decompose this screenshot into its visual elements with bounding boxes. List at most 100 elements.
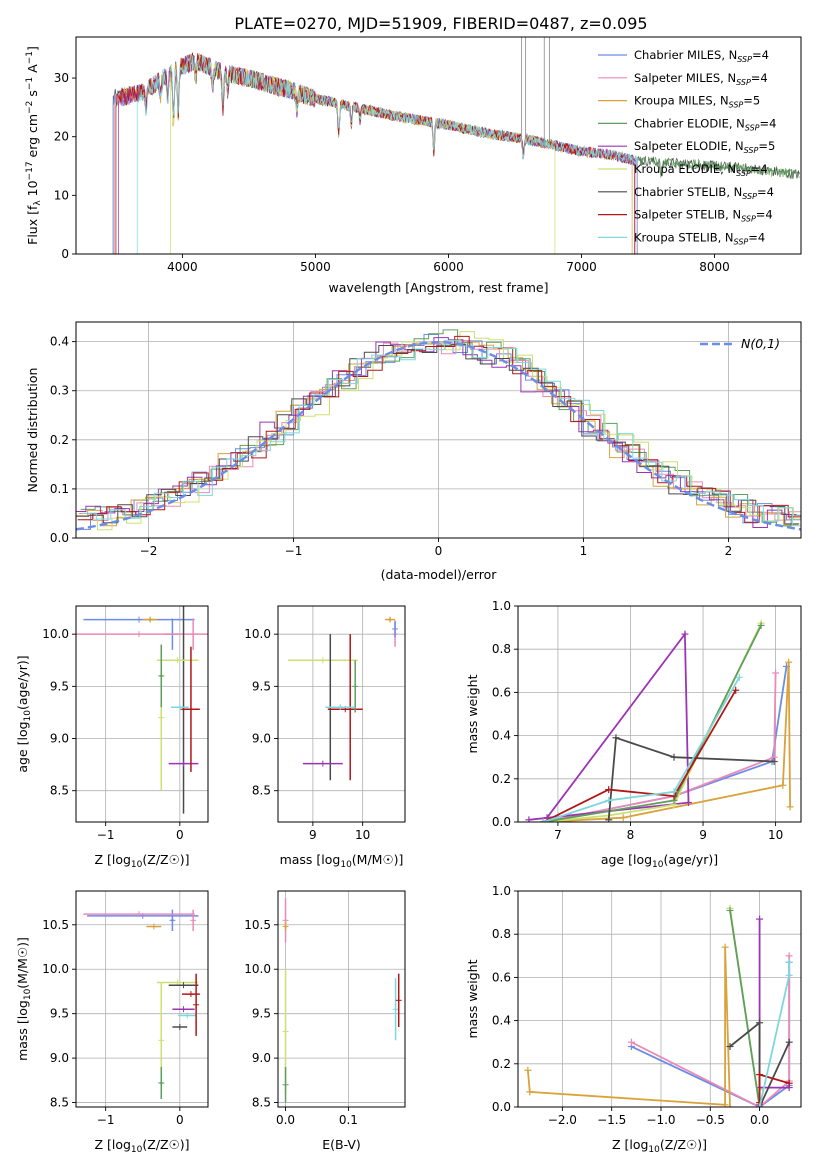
plot-area <box>112 37 801 254</box>
errorbar-point <box>193 973 200 1036</box>
x-tick-label: −1.5 <box>597 1113 626 1127</box>
errorbar-point <box>325 704 356 711</box>
y-tick-label: 0 <box>61 247 69 261</box>
x-tick-label: −0.5 <box>696 1113 725 1127</box>
y-tick-label: 8.5 <box>252 1096 271 1110</box>
errorbar-point <box>168 760 199 767</box>
axes-border <box>75 605 209 823</box>
y-tick-label: 0.0 <box>50 531 69 545</box>
y-axis-label: mass weight <box>465 674 480 753</box>
errorbar-point <box>76 631 208 638</box>
y-axis-label: Flux [fλ​ 10−17​ erg cm−2​ s−1​ A−1​] <box>25 46 43 245</box>
x-tick-label: 6000 <box>433 260 464 274</box>
series-line <box>542 689 737 822</box>
axes-frame: 7 8 9 10 0.0 0.2 0.4 0.6 0.8 1.0 <box>492 599 802 842</box>
errorbar-point <box>392 620 399 638</box>
legend: Chabrier MILES, NSSP=4 Salpeter MILES, NS… <box>598 48 776 246</box>
x-tick-label: −2 <box>140 544 158 558</box>
errorbar-point <box>282 1067 289 1103</box>
y-tick-label: 1.0 <box>492 884 511 898</box>
plot-area <box>518 891 801 1107</box>
x-tick-label: 10 <box>768 828 783 842</box>
x-tick-label: −1 <box>97 828 115 842</box>
y-axis-label: Normed distribution <box>25 368 40 493</box>
axes-frame: −1 0 8.5 9.0 9.5 10.0 <box>42 605 209 842</box>
errorbar-point <box>395 973 402 1027</box>
y-tick-label: 0.2 <box>492 772 511 786</box>
y-tick-label: 9.0 <box>252 732 271 746</box>
legend-entry: Salpeter MILES, NSSP=4 <box>634 71 768 87</box>
errorbar-point <box>182 646 200 772</box>
y-tick-label: 9.5 <box>252 1007 271 1021</box>
x-tick-label: 9 <box>309 828 317 842</box>
x-tick-label: 8000 <box>699 260 730 274</box>
legend-entry: N(0,1) <box>741 336 780 351</box>
errorbar-point <box>392 978 399 1041</box>
x-tick-label: −1 <box>97 1113 115 1127</box>
axes-frame: −1 0 8.5 9.0 9.5 10.0 10.5 <box>42 890 209 1127</box>
y-tick-label: 8.5 <box>252 784 271 798</box>
errorbar-point <box>178 1012 197 1019</box>
y-tick-label: 8.5 <box>50 784 69 798</box>
errorbar-point <box>158 644 165 708</box>
x-axis-label: Z [log10​(Z/Z☉)] <box>612 1137 707 1155</box>
y-tick-label: 0.2 <box>492 1057 511 1071</box>
legend: N(0,1) <box>700 336 780 351</box>
errorbar-point <box>170 704 189 711</box>
axes-frame: 0.0 0.1 8.5 9.0 9.5 10.0 10.5 <box>244 890 406 1127</box>
y-tick-label: 0.6 <box>492 970 511 984</box>
y-tick-label: 10.0 <box>42 962 69 976</box>
plot-area <box>518 606 801 822</box>
y-tick-label: 0.0 <box>492 815 511 829</box>
y-tick-label: 0.1 <box>50 482 69 496</box>
y-tick-label: 0.2 <box>50 433 69 447</box>
errorbar-point <box>146 923 162 930</box>
x-tick-label: −2.0 <box>548 1113 577 1127</box>
gaussian-reference-curve <box>76 340 801 531</box>
y-tick-label: 0.4 <box>492 729 511 743</box>
x-tick-label: 0.1 <box>339 1113 358 1127</box>
legend-entry: Chabrier STELIB, NSSP=4 <box>634 185 774 201</box>
errorbar-point <box>158 1067 165 1099</box>
spectrum-series-line <box>170 53 556 254</box>
y-tick-label: 10.5 <box>42 918 69 932</box>
y-tick-label: 30 <box>54 71 69 85</box>
legend-entry: Chabrier ELODIE, NSSP=4 <box>634 116 776 132</box>
series-line <box>729 910 761 1107</box>
y-tick-label: 9.5 <box>50 679 69 693</box>
y-axis-label: age [log10​(age/yr)] <box>15 655 33 772</box>
x-tick-label: 2 <box>725 544 733 558</box>
x-axis-label: wavelength [Angstrom, rest frame] <box>328 280 548 295</box>
histogram-series-step <box>81 339 801 527</box>
axes-frame: 4000 5000 6000 7000 8000 0 10 20 30 <box>54 36 802 274</box>
errorbar-point <box>302 760 343 767</box>
axes-frame: −2.0 −1.5 −1.0 −0.5 0.0 0.0 0.2 0.4 0.6 0.8 1.0 <box>492 884 802 1127</box>
errorbar-point <box>168 982 199 989</box>
legend-entry: Chabrier MILES, NSSP=4 <box>634 48 769 64</box>
x-axis-label: mass [log10​(M/M☉)] <box>280 852 404 870</box>
errorbar-point <box>172 1006 195 1013</box>
mass-weight-series <box>605 734 778 822</box>
x-tick-label: 9 <box>699 828 707 842</box>
series-line <box>729 1020 791 1107</box>
plot-area <box>76 322 801 538</box>
y-tick-label: 10.0 <box>42 627 69 641</box>
y-tick-label: 9.0 <box>50 732 69 746</box>
x-tick-label: 1 <box>580 544 588 558</box>
axes-border <box>277 605 406 823</box>
legend-entry: Kroupa ELODIE, NSSP=4 <box>634 162 768 178</box>
axes-border <box>75 890 209 1108</box>
axes-frame: 9 10 8.5 9.0 9.5 10.0 <box>244 605 406 842</box>
x-tick-label: 0 <box>176 828 184 842</box>
y-tick-label: 10 <box>54 188 69 202</box>
y-tick-label: 0.6 <box>492 685 511 699</box>
legend-entry: Kroupa MILES, NSSP=5 <box>634 94 760 110</box>
errorbar-point <box>385 616 396 623</box>
x-axis-label: E(B-V) <box>322 1137 361 1152</box>
histogram-series-step <box>76 337 797 528</box>
x-tick-label: 7 <box>554 828 562 842</box>
plot-area <box>76 891 208 1107</box>
y-tick-label: 0.3 <box>50 384 69 398</box>
